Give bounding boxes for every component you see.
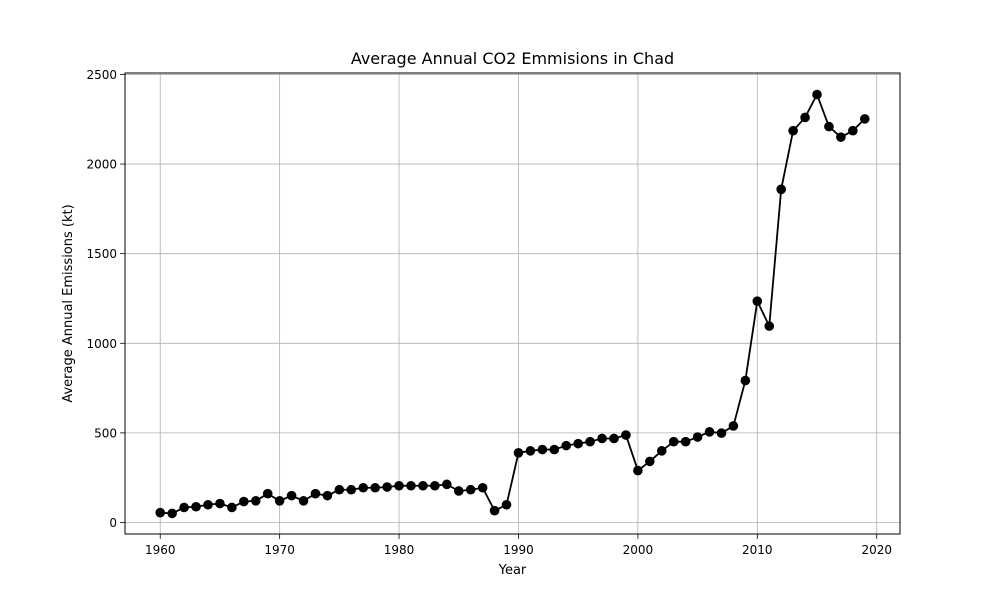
data-point bbox=[668, 436, 679, 447]
data-point bbox=[203, 499, 213, 510]
data-point bbox=[764, 321, 775, 331]
data-point bbox=[549, 444, 560, 455]
data-point bbox=[250, 496, 261, 506]
data-point bbox=[621, 430, 631, 440]
x-tick-label: 2010 bbox=[742, 543, 773, 557]
data-point bbox=[752, 296, 763, 306]
data-point bbox=[358, 482, 369, 493]
data-point bbox=[477, 482, 488, 493]
data-point bbox=[740, 375, 751, 386]
chart-title: Average Annual CO2 Emmisions in Chad bbox=[351, 49, 674, 68]
grid-lines bbox=[125, 73, 900, 534]
data-point bbox=[334, 484, 345, 495]
data-point bbox=[394, 480, 404, 491]
data-point bbox=[573, 438, 583, 449]
x-tick-label: 2020 bbox=[861, 543, 892, 557]
series-layer bbox=[155, 89, 870, 519]
y-axis-label: Average Annual Emissions (kt) bbox=[61, 204, 76, 402]
data-point bbox=[465, 484, 476, 495]
data-point bbox=[788, 125, 798, 136]
x-tick-label: 2000 bbox=[623, 543, 654, 557]
data-point bbox=[382, 482, 392, 492]
data-point bbox=[215, 498, 225, 509]
data-point bbox=[525, 446, 536, 456]
data-point bbox=[489, 505, 500, 516]
data-point bbox=[322, 490, 333, 501]
data-point bbox=[310, 488, 321, 499]
data-point bbox=[298, 496, 309, 506]
data-point bbox=[239, 496, 249, 507]
data-point bbox=[716, 428, 727, 438]
data-point bbox=[585, 436, 595, 447]
x-tick-label: 1990 bbox=[503, 543, 534, 557]
x-axis-label: Year bbox=[498, 563, 527, 578]
x-tick-label: 1960 bbox=[145, 543, 176, 557]
data-point bbox=[645, 456, 655, 467]
y-tick-label: 500 bbox=[94, 426, 117, 440]
data-point bbox=[728, 421, 739, 431]
data-point bbox=[597, 433, 607, 444]
data-point bbox=[680, 436, 691, 447]
y-tick-label: 2500 bbox=[86, 68, 117, 82]
data-point bbox=[346, 484, 357, 495]
y-tick-label: 1000 bbox=[86, 337, 117, 351]
data-point bbox=[501, 499, 512, 510]
data-point bbox=[406, 480, 416, 491]
data-point bbox=[453, 486, 464, 496]
y-tick-label: 0 bbox=[109, 516, 117, 530]
data-point bbox=[812, 89, 822, 100]
data-point bbox=[537, 444, 548, 455]
data-point bbox=[633, 465, 643, 476]
data-point bbox=[262, 488, 273, 499]
data-point bbox=[609, 433, 619, 444]
data-point bbox=[286, 490, 297, 501]
data-point bbox=[430, 480, 440, 491]
data-point bbox=[418, 480, 428, 491]
data-point bbox=[191, 501, 201, 512]
plot-frame bbox=[124, 72, 901, 535]
plot-area bbox=[125, 73, 900, 534]
data-point bbox=[561, 440, 572, 451]
data-point bbox=[167, 508, 177, 519]
data-point bbox=[800, 112, 810, 123]
data-point bbox=[824, 121, 834, 132]
data-point bbox=[513, 448, 524, 458]
data-point bbox=[776, 184, 786, 195]
data-point bbox=[848, 125, 858, 136]
data-point bbox=[155, 507, 166, 518]
y-tick-label: 2000 bbox=[86, 158, 117, 172]
data-point bbox=[227, 502, 237, 513]
x-tick-label: 1980 bbox=[384, 543, 415, 557]
axis-ticks: 1960 1970 1980 1990 2000 2010 2020 0 500 1000 1500… bbox=[86, 68, 892, 557]
data-point bbox=[274, 496, 285, 506]
data-point bbox=[859, 114, 870, 124]
data-point bbox=[692, 432, 703, 442]
data-point bbox=[370, 482, 380, 493]
data-point bbox=[836, 132, 846, 142]
data-point bbox=[704, 427, 715, 437]
data-point bbox=[179, 502, 189, 513]
data-point bbox=[656, 446, 667, 456]
y-tick-label: 1500 bbox=[86, 247, 117, 261]
data-point bbox=[442, 479, 452, 490]
x-tick-label: 1970 bbox=[264, 543, 295, 557]
